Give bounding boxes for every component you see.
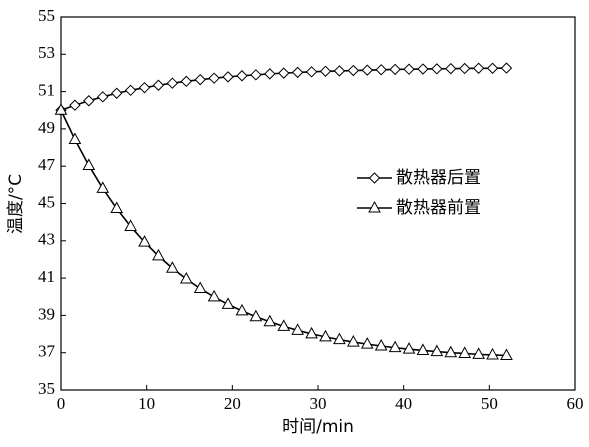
x-tick-label: 0	[57, 394, 66, 413]
marker	[368, 200, 381, 213]
marker	[389, 63, 401, 76]
marker	[333, 332, 346, 345]
y-tick-label: 43	[38, 230, 55, 249]
marker	[375, 64, 387, 76]
marker	[458, 346, 472, 358]
marker	[221, 297, 235, 309]
marker	[138, 81, 151, 94]
x-tick-label: 40	[395, 394, 412, 413]
x-tick-label: 60	[567, 394, 584, 413]
y-tick-label: 53	[38, 43, 55, 62]
marker	[417, 63, 429, 75]
marker	[138, 235, 151, 247]
marker	[180, 75, 192, 88]
marker	[277, 319, 291, 331]
marker	[264, 68, 276, 80]
marker	[124, 219, 137, 231]
marker	[360, 337, 374, 349]
marker	[500, 62, 513, 74]
marker	[236, 70, 248, 82]
marker	[166, 261, 179, 273]
marker	[486, 62, 499, 74]
marker	[431, 63, 443, 75]
marker	[110, 87, 123, 99]
marker	[374, 338, 388, 351]
marker	[68, 132, 82, 145]
marker	[486, 347, 499, 360]
marker	[416, 343, 430, 355]
marker	[222, 71, 234, 83]
marker	[291, 323, 304, 335]
series-line	[60, 109, 507, 357]
x-tick-label: 50	[481, 394, 498, 413]
marker	[82, 158, 96, 170]
marker	[305, 326, 318, 339]
x-axis-label: 时间/min	[282, 417, 354, 437]
marker	[361, 64, 373, 76]
marker	[458, 62, 471, 75]
marker	[333, 65, 346, 77]
marker	[500, 348, 513, 360]
marker	[472, 62, 485, 74]
marker	[263, 314, 277, 327]
y-tick-label: 55	[38, 6, 55, 25]
marker	[291, 66, 304, 79]
y-tick-label: 49	[38, 118, 55, 137]
marker	[388, 340, 402, 353]
y-tick-label: 47	[38, 155, 56, 174]
marker	[250, 69, 262, 81]
marker	[194, 73, 206, 86]
marker	[208, 72, 220, 84]
marker	[152, 79, 165, 91]
marker	[278, 67, 290, 79]
marker	[319, 329, 332, 342]
marker	[166, 77, 179, 89]
legend-label: 散热器前置	[396, 198, 481, 218]
marker	[402, 342, 416, 354]
marker	[124, 84, 137, 97]
marker	[403, 63, 415, 75]
y-tick-label: 51	[38, 81, 55, 100]
marker	[368, 172, 381, 184]
marker	[97, 91, 109, 103]
legend-label: 散热器后置	[396, 168, 481, 188]
marker	[179, 271, 193, 284]
marker	[69, 99, 81, 111]
marker	[110, 201, 124, 214]
y-tick-label: 45	[38, 192, 55, 211]
marker	[83, 95, 95, 107]
marker	[319, 65, 332, 77]
marker	[235, 303, 249, 316]
marker	[207, 289, 221, 302]
y-tick-label: 35	[38, 379, 55, 398]
marker	[445, 62, 457, 75]
x-tick-label: 20	[224, 394, 241, 413]
marker	[193, 281, 207, 294]
marker	[54, 103, 68, 115]
y-tick-label: 39	[38, 304, 55, 323]
marker	[472, 347, 485, 359]
marker	[430, 344, 444, 357]
marker	[347, 64, 360, 77]
marker	[249, 309, 263, 322]
marker	[346, 335, 360, 347]
y-tick-label: 37	[38, 342, 56, 361]
marker	[96, 181, 110, 193]
plot-frame	[60, 16, 576, 391]
y-axis-label: 温度/°C	[6, 174, 26, 234]
marker	[305, 66, 318, 78]
marker	[152, 248, 165, 261]
x-tick-label: 10	[138, 394, 155, 413]
y-tick-label: 41	[38, 267, 55, 286]
marker	[444, 345, 458, 358]
x-tick-label: 30	[310, 394, 327, 413]
